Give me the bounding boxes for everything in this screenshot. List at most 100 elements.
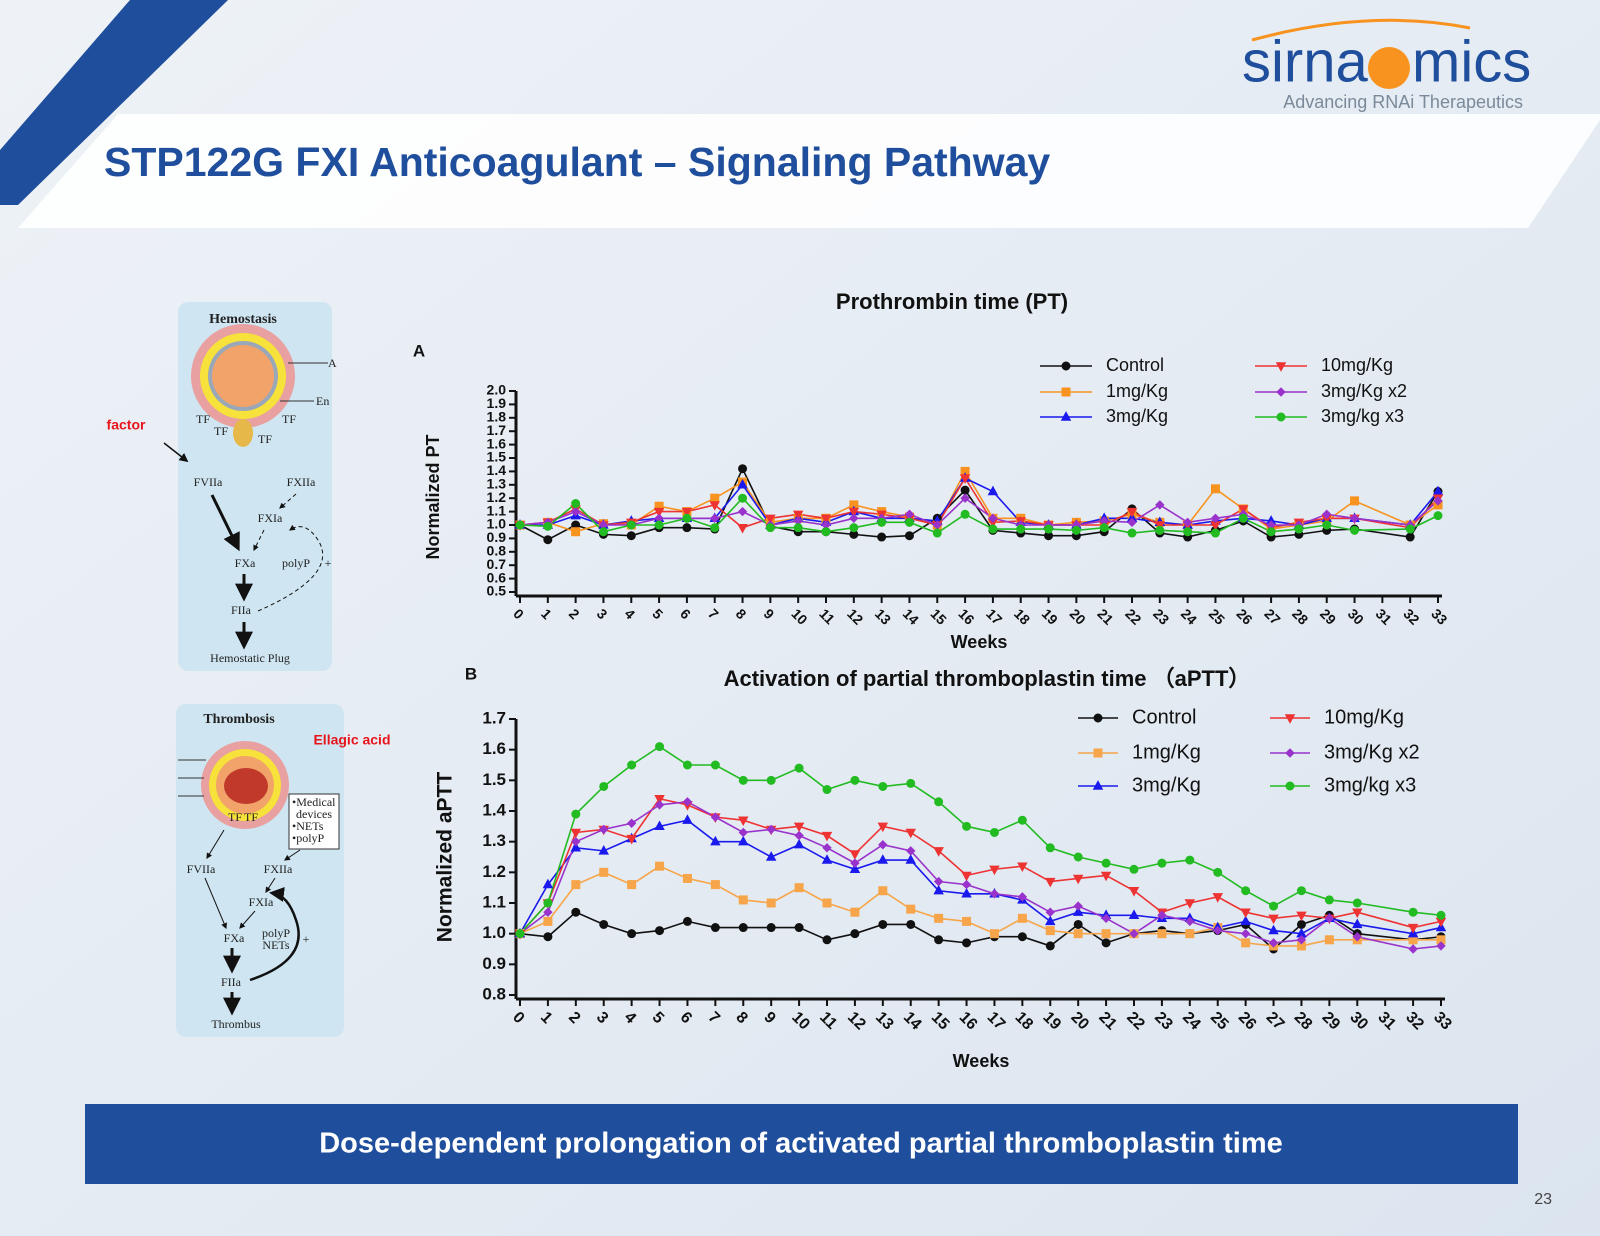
marker <box>989 827 999 837</box>
diagram-label: polyP <box>282 556 310 570</box>
logo-text: mics <box>1412 29 1531 94</box>
marker <box>653 507 665 518</box>
marker <box>877 822 889 833</box>
marker <box>1157 858 1167 868</box>
marker <box>737 506 748 517</box>
marker <box>1045 843 1055 853</box>
y-tick-label: 0.8 <box>482 984 506 1003</box>
marker <box>959 474 971 484</box>
diagram-title: Thrombosis <box>203 712 275 727</box>
marker <box>515 929 525 939</box>
diagram-note: factor <box>107 417 146 433</box>
marker <box>1045 915 1056 926</box>
marker <box>878 840 888 850</box>
marker <box>1099 523 1109 533</box>
diagram-label: A <box>328 356 337 370</box>
marker <box>1128 887 1140 897</box>
y-tick-label: 1.6 <box>487 435 507 451</box>
marker <box>849 523 859 533</box>
y-tick-label: 1.6 <box>482 739 506 758</box>
marker <box>654 820 665 831</box>
diagram-label: FIIa <box>231 603 252 617</box>
marker <box>1129 864 1139 874</box>
arrow <box>206 829 225 860</box>
panel-label: B <box>465 664 477 683</box>
y-tick-label: 1.1 <box>482 892 506 911</box>
y-tick-label: 2.0 <box>487 382 507 398</box>
legend-label: 3mg/Kg <box>1106 406 1168 426</box>
marker <box>682 797 693 807</box>
diagram-label: NETs <box>262 938 289 952</box>
marker <box>878 781 888 791</box>
arrow <box>279 493 297 509</box>
marker <box>849 863 861 873</box>
corner-stripe <box>0 0 228 205</box>
marker <box>710 835 721 846</box>
diagram-label: FXa <box>235 556 256 570</box>
marker <box>906 778 916 788</box>
marker <box>904 531 914 541</box>
marker <box>1322 509 1332 519</box>
marker <box>1240 908 1251 919</box>
marker <box>1436 910 1446 920</box>
marker <box>850 775 860 785</box>
marker <box>681 507 693 518</box>
marker <box>1352 918 1363 929</box>
y-tick-label: 1.0 <box>487 516 507 532</box>
marker <box>1101 929 1111 939</box>
marker <box>1127 517 1137 528</box>
marker <box>766 775 776 785</box>
marker <box>934 913 944 923</box>
y-tick-label: 1.7 <box>487 422 507 438</box>
marker <box>710 493 720 503</box>
y-tick-label: 0.9 <box>487 529 507 545</box>
chart-title: Activation of partial thromboplastin tim… <box>724 666 1251 691</box>
marker <box>766 898 776 908</box>
marker <box>1296 911 1307 922</box>
diagram-label: polyP <box>262 926 290 940</box>
marker <box>1157 910 1167 920</box>
marker <box>933 884 944 895</box>
marker <box>933 847 944 857</box>
marker <box>627 929 637 939</box>
marker <box>1352 908 1363 919</box>
marker <box>960 485 970 495</box>
arrow <box>284 849 301 861</box>
chart-title: Prothrombin time (PT) <box>836 289 1068 314</box>
trigger-box <box>288 793 340 850</box>
marker <box>710 513 720 524</box>
marker <box>794 883 804 893</box>
y-axis-label: Normalized aPTT <box>434 772 457 943</box>
marker <box>710 523 720 533</box>
marker <box>1210 484 1220 494</box>
marker <box>738 923 748 933</box>
title-band <box>18 114 1600 228</box>
marker <box>850 907 860 917</box>
marker <box>738 895 748 905</box>
marker <box>543 898 553 908</box>
marker <box>737 478 748 489</box>
marker <box>820 514 832 525</box>
y-tick-label: 1.3 <box>487 476 507 492</box>
arrow <box>249 887 300 982</box>
marker <box>905 828 916 839</box>
arrow <box>253 529 265 552</box>
marker <box>543 907 553 917</box>
marker <box>1101 858 1111 868</box>
marker <box>821 854 833 864</box>
diagram-label: FXIIa <box>264 862 293 876</box>
marker <box>654 520 664 530</box>
marker <box>1044 524 1054 534</box>
marker <box>822 785 832 795</box>
marker <box>1045 907 1055 917</box>
marker <box>1210 513 1221 524</box>
marker <box>765 851 777 861</box>
legend-marker <box>1060 411 1072 421</box>
marker <box>682 513 692 523</box>
marker <box>822 898 832 908</box>
marker <box>1072 874 1084 885</box>
legend-label: Control <box>1106 355 1164 375</box>
marker <box>960 493 970 503</box>
